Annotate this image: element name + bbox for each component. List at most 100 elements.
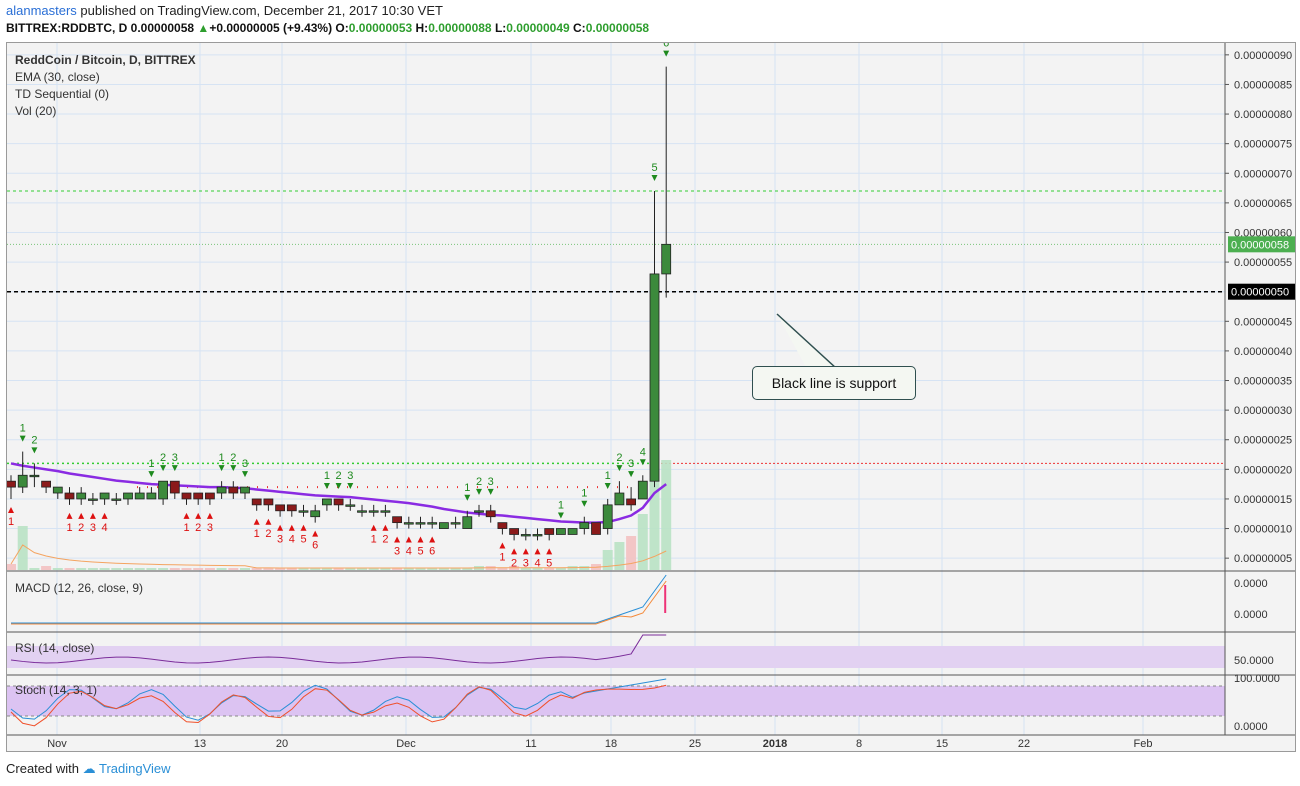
candle-body: [228, 486, 239, 494]
volume-bar: [251, 568, 262, 570]
vol-legend[interactable]: Vol (20): [15, 104, 57, 118]
candle-body: [649, 273, 660, 482]
stoch-tick-label: 100.0000: [1234, 673, 1280, 685]
volume-bar: [661, 460, 672, 570]
volume-bar: [637, 514, 648, 570]
candle-body: [88, 498, 98, 501]
time-axis[interactable]: Nov 13 20 Dec 11 18 25 2018 8 15 22 Feb: [7, 734, 1295, 750]
candle-body: [544, 528, 555, 535]
tradingview-link[interactable]: TradingView: [99, 761, 171, 776]
volume-bars: [6, 460, 672, 570]
macd-legend[interactable]: MACD (12, 26, close, 9): [15, 581, 144, 595]
ema-30-line: [10, 462, 667, 524]
td-count-label: 2: [160, 452, 166, 464]
price-tick-label: 0.00000030: [1234, 405, 1292, 417]
td-down-arrow-icon: [160, 465, 167, 472]
price-tick-label: 0.00000065: [1234, 198, 1292, 210]
candle-body: [427, 522, 438, 525]
candle-body: [286, 504, 297, 512]
candle-body: [169, 480, 180, 494]
td-count-label: 5: [417, 546, 423, 558]
candle-body: [99, 492, 110, 500]
candle-body: [146, 492, 157, 500]
price-axis[interactable]: 0.00000090 0.00000085 0.00000080 0.00000075…: [1224, 43, 1296, 735]
td-count-label: 3: [523, 557, 529, 569]
td-down-arrow-icon: [616, 465, 623, 472]
td-down-arrow-icon: [31, 447, 38, 454]
volume-bar: [29, 568, 40, 570]
volume-bar: [333, 568, 344, 570]
callout-pointer: [776, 313, 839, 370]
candle-body: [64, 492, 75, 500]
volume-bar: [286, 568, 297, 570]
candle-body: [76, 492, 87, 500]
price-tick-label: 0.00000020: [1234, 464, 1292, 476]
volume-bar: [17, 526, 28, 570]
candles[interactable]: [6, 66, 672, 541]
candle-body: [462, 516, 473, 529]
candle-body: [134, 492, 145, 500]
volume-bar: [52, 568, 63, 570]
td-count-label: 2: [78, 522, 84, 534]
candle-body: [567, 528, 578, 535]
volume-bar: [123, 568, 133, 570]
support-annotation[interactable]: Black line is support: [752, 366, 916, 400]
td-up-arrow-icon: [300, 524, 307, 531]
candle-body: [380, 510, 391, 513]
volume-bar: [321, 568, 332, 570]
time-tick-label: Feb: [1134, 738, 1153, 750]
volume-bar: [228, 568, 239, 570]
volume-bar: [310, 568, 321, 570]
td-down-arrow-icon: [19, 435, 26, 442]
up-arrow-icon: ▲: [197, 21, 210, 35]
low-label: L:: [494, 21, 507, 35]
td-count-label: 4: [102, 522, 108, 534]
time-tick-label: 15: [936, 738, 948, 750]
td-down-arrow-icon: [347, 482, 354, 489]
change-value: +0.00000005 (+9.43%): [209, 21, 333, 35]
td-up-arrow-icon: [534, 548, 541, 555]
price-tick-label: 0.00000025: [1234, 435, 1292, 447]
candle-body: [216, 486, 227, 494]
close-value: 0.00000058: [585, 21, 650, 35]
rsi-tick-label: 50.0000: [1234, 655, 1274, 667]
ema-legend[interactable]: EMA (30, close): [15, 70, 100, 84]
td-up-arrow-icon: [66, 512, 73, 519]
candle-body: [193, 492, 204, 500]
td-up-arrow-icon: [429, 536, 436, 543]
td-down-arrow-icon: [476, 488, 482, 495]
volume-bar: [415, 568, 426, 570]
td-count-label: 5: [651, 162, 657, 174]
candle-body: [485, 510, 496, 518]
stoch-d-line: [10, 684, 667, 727]
time-tick-label: 13: [194, 738, 206, 750]
support-price-tag-label: 0.00000050: [1231, 287, 1289, 299]
volume-bar: [497, 568, 508, 570]
td-down-arrow-icon: [651, 175, 658, 182]
td-count-label: 4: [640, 446, 646, 458]
rsi-legend[interactable]: RSI (14, close): [15, 641, 95, 655]
volume-bar: [614, 542, 625, 570]
td-down-arrow-icon: [557, 512, 564, 519]
td-count-label: 2: [476, 476, 482, 488]
last-price: 0.00000058: [130, 21, 195, 35]
volume-ma-line: [10, 544, 667, 569]
price-tick-label: 0.00000075: [1234, 139, 1292, 151]
td-count-label: 2: [195, 522, 201, 534]
volume-bar: [450, 568, 461, 570]
time-tick-label: Nov: [47, 738, 67, 750]
volume-bar: [438, 568, 449, 570]
author-link[interactable]: alanmasters: [6, 3, 77, 18]
td-count-label: 3: [488, 476, 494, 488]
td-count-label: 3: [347, 470, 353, 482]
td-count-label: 4: [534, 557, 540, 569]
td-legend[interactable]: TD Sequential (0): [15, 87, 110, 101]
td-count-label: 2: [265, 528, 271, 540]
time-tick-label: Dec: [396, 738, 416, 750]
td-up-arrow-icon: [78, 512, 85, 519]
volume-bar: [298, 568, 309, 570]
stoch-legend[interactable]: Stoch (14, 3, 1): [15, 683, 98, 697]
close-label: C:: [573, 21, 586, 35]
